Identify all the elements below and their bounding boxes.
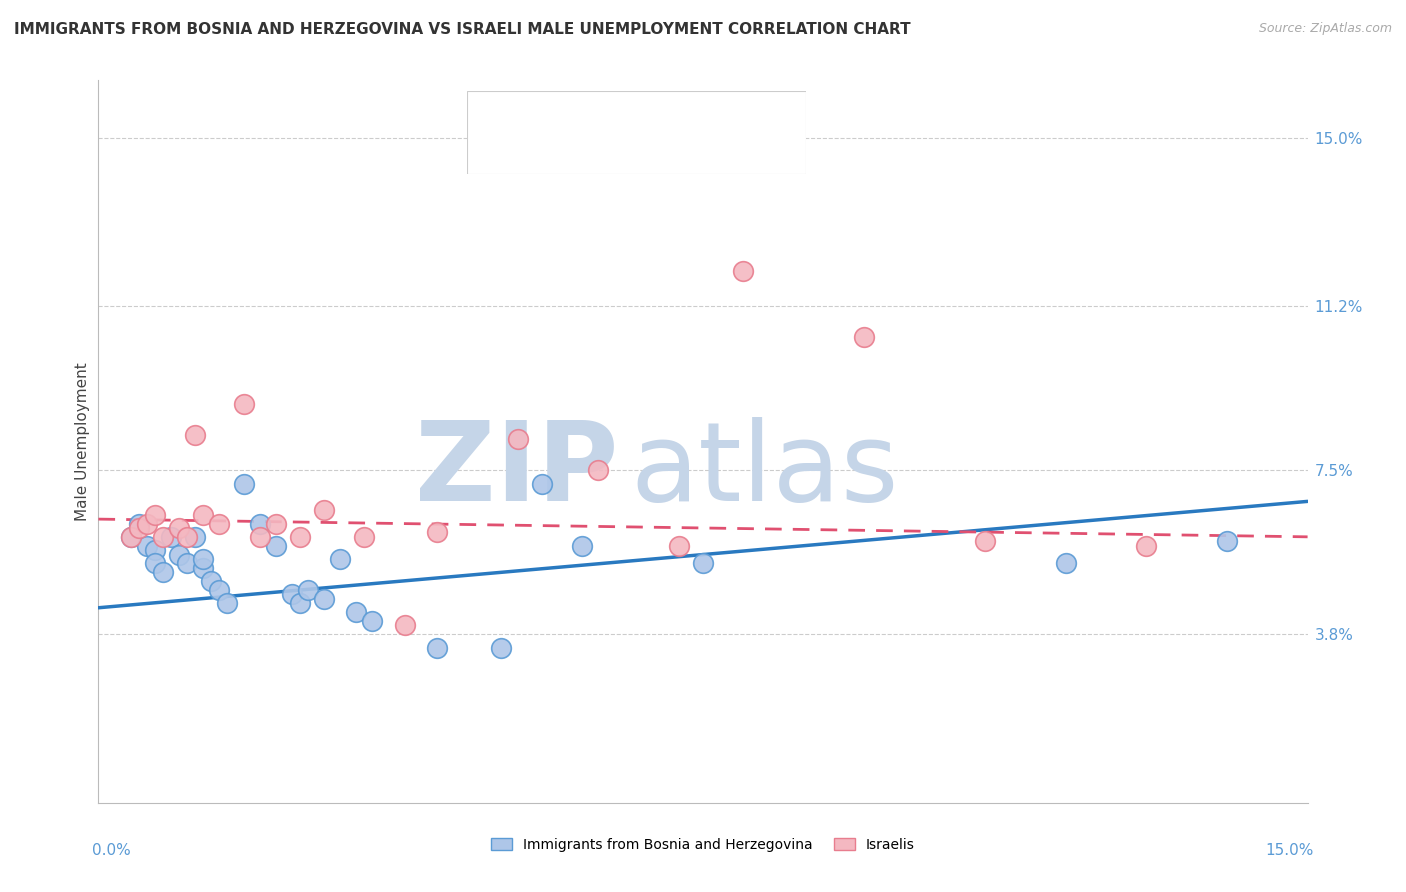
- Point: [394, 618, 416, 632]
- Point: [1054, 557, 1077, 571]
- Text: atlas: atlas: [630, 417, 898, 524]
- Point: [143, 508, 166, 522]
- Point: [353, 530, 375, 544]
- Point: [974, 534, 997, 549]
- Point: [264, 516, 287, 531]
- Point: [143, 557, 166, 571]
- Point: [193, 561, 215, 575]
- Point: [160, 530, 183, 544]
- Point: [143, 543, 166, 558]
- Point: [530, 476, 553, 491]
- Point: [120, 530, 142, 544]
- Point: [135, 516, 157, 531]
- Text: ZIP: ZIP: [415, 417, 619, 524]
- Point: [426, 640, 449, 655]
- Point: [733, 264, 755, 278]
- Point: [288, 530, 311, 544]
- Point: [506, 433, 529, 447]
- Point: [491, 640, 513, 655]
- Point: [208, 516, 231, 531]
- Point: [426, 525, 449, 540]
- Point: [361, 614, 384, 628]
- Point: [167, 521, 190, 535]
- Point: [128, 521, 150, 535]
- Point: [176, 530, 198, 544]
- Y-axis label: Male Unemployment: Male Unemployment: [75, 362, 90, 521]
- Point: [217, 596, 239, 610]
- Point: [176, 557, 198, 571]
- Point: [314, 591, 336, 606]
- Point: [668, 539, 690, 553]
- Point: [288, 596, 311, 610]
- Point: [692, 557, 714, 571]
- Text: IMMIGRANTS FROM BOSNIA AND HERZEGOVINA VS ISRAELI MALE UNEMPLOYMENT CORRELATION : IMMIGRANTS FROM BOSNIA AND HERZEGOVINA V…: [14, 22, 911, 37]
- Point: [853, 330, 876, 344]
- Point: [249, 530, 271, 544]
- Point: [200, 574, 222, 589]
- Point: [184, 428, 207, 442]
- Point: [297, 582, 319, 597]
- Point: [281, 587, 304, 601]
- Point: [314, 503, 336, 517]
- Legend: Immigrants from Bosnia and Herzegovina, Israelis: Immigrants from Bosnia and Herzegovina, …: [486, 832, 920, 857]
- Point: [264, 539, 287, 553]
- Point: [571, 539, 593, 553]
- Text: 0.0%: 0.0%: [93, 843, 131, 857]
- Point: [152, 566, 174, 580]
- Point: [208, 582, 231, 597]
- Point: [1135, 539, 1157, 553]
- Point: [1216, 534, 1239, 549]
- Point: [232, 476, 254, 491]
- Point: [193, 552, 215, 566]
- Point: [249, 516, 271, 531]
- Point: [586, 463, 609, 477]
- Text: 15.0%: 15.0%: [1265, 843, 1313, 857]
- Point: [135, 539, 157, 553]
- Point: [152, 530, 174, 544]
- Point: [167, 548, 190, 562]
- Point: [329, 552, 352, 566]
- Point: [232, 397, 254, 411]
- Point: [344, 605, 367, 619]
- Text: Source: ZipAtlas.com: Source: ZipAtlas.com: [1258, 22, 1392, 36]
- Point: [184, 530, 207, 544]
- Point: [120, 530, 142, 544]
- Point: [193, 508, 215, 522]
- Point: [128, 516, 150, 531]
